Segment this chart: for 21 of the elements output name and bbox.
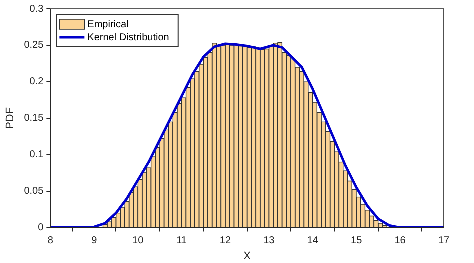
- x-tick-label: 17: [438, 236, 450, 247]
- y-tick-label: 0.3: [30, 4, 44, 15]
- x-tick-label: 13: [264, 236, 276, 247]
- x-tick-label: 12: [220, 236, 232, 247]
- x-tick-label: 11: [176, 236, 188, 247]
- y-tick-label: 0.2: [30, 76, 44, 88]
- x-axis-title: X: [244, 250, 252, 262]
- x-tick-label: 16: [394, 236, 406, 247]
- x-tick-label: 10: [132, 236, 144, 247]
- y-tick-label: 0: [38, 222, 44, 234]
- y-axis-title: PDF: [4, 107, 17, 130]
- legend-label: Empirical: [88, 19, 129, 30]
- y-tick-label: 0.1: [30, 150, 44, 161]
- legend-label: Kernel Distribution: [88, 32, 170, 44]
- y-tick-label: 0.15: [24, 113, 44, 124]
- x-tick-label: 15: [351, 236, 363, 247]
- x-tick-label: 8: [48, 236, 54, 247]
- x-tick-label: 14: [307, 236, 319, 247]
- y-tick-label: 0.25: [24, 40, 44, 52]
- x-tick-label: 9: [92, 236, 98, 247]
- y-tick-label: 0.05: [24, 186, 44, 198]
